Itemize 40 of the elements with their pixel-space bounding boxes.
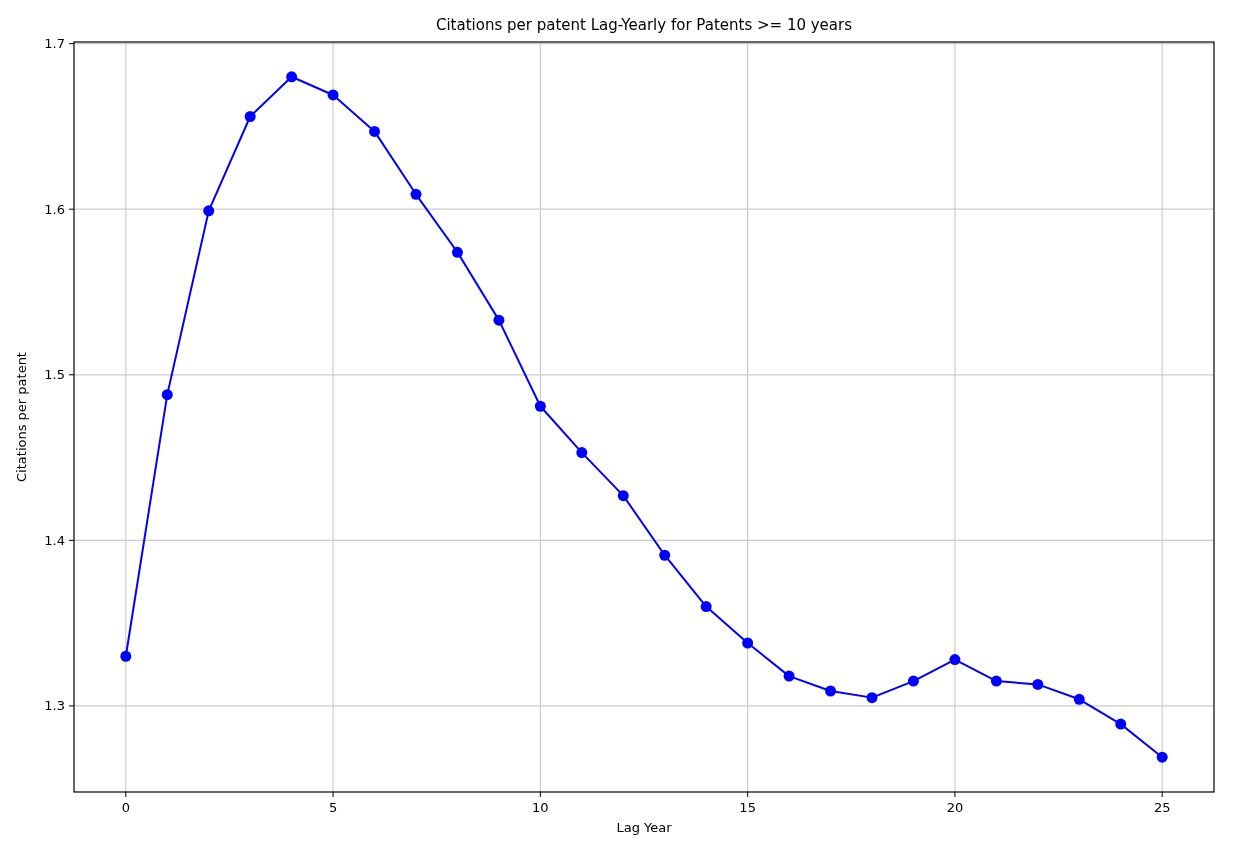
point bbox=[990, 675, 1002, 687]
x-tick-label: 25 bbox=[1153, 800, 1171, 815]
point bbox=[1073, 693, 1085, 705]
point bbox=[742, 637, 754, 649]
x-tick-label: 0 bbox=[121, 800, 130, 815]
point bbox=[783, 670, 795, 682]
y-tick-label: 1.5 bbox=[44, 367, 65, 383]
point bbox=[907, 675, 919, 687]
chart-title: Citations per patent Lag-Yearly for Patents >= 10 years bbox=[435, 16, 853, 34]
point bbox=[244, 111, 256, 122]
y-tick-label: 1.4 bbox=[44, 532, 65, 548]
point bbox=[576, 447, 588, 459]
point bbox=[617, 490, 629, 502]
point bbox=[1156, 751, 1168, 763]
x-tick-label: 5 bbox=[328, 800, 338, 815]
point bbox=[1032, 678, 1044, 690]
x-tick-label: 15 bbox=[739, 800, 756, 815]
x-tick-label: 10 bbox=[532, 800, 549, 815]
x-axis-title: Lag Year bbox=[616, 820, 673, 835]
point bbox=[286, 71, 298, 83]
point bbox=[534, 400, 546, 412]
x-tick-label: 20 bbox=[946, 800, 964, 815]
point bbox=[410, 188, 422, 200]
point bbox=[369, 125, 381, 137]
y-tick-label: 1.3 bbox=[44, 698, 65, 714]
point bbox=[451, 246, 463, 258]
point bbox=[825, 685, 837, 697]
point bbox=[866, 692, 878, 704]
point bbox=[161, 389, 173, 401]
point bbox=[120, 650, 132, 662]
y-tick-label: 1.6 bbox=[44, 201, 65, 217]
point bbox=[327, 89, 339, 101]
y-tick-label: 1.7 bbox=[44, 36, 65, 52]
point bbox=[949, 654, 961, 666]
point bbox=[203, 205, 215, 217]
point bbox=[1115, 718, 1127, 730]
y-axis-title: Citations per patent bbox=[14, 352, 29, 482]
point bbox=[700, 601, 712, 613]
point bbox=[659, 549, 671, 561]
point bbox=[493, 314, 505, 326]
